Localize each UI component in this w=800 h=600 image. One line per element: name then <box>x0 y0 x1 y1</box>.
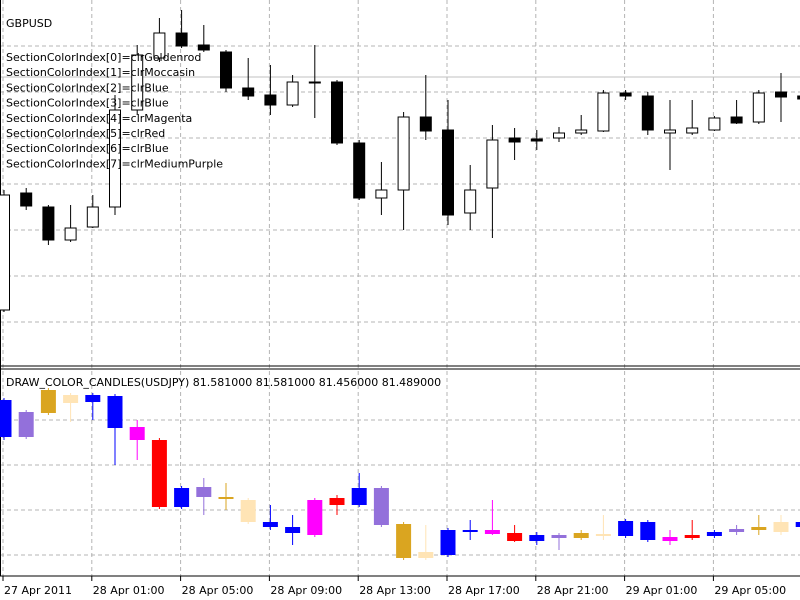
candle-body <box>220 51 232 89</box>
candle-body <box>575 129 588 134</box>
candle-body <box>529 535 545 541</box>
x-tick-label: 28 Apr 13:00 <box>359 584 431 597</box>
candle-body <box>464 189 477 214</box>
candle-body <box>218 497 234 499</box>
candle-body <box>573 533 589 538</box>
candle-body <box>40 390 56 413</box>
candle-body <box>373 488 389 525</box>
candle-body <box>85 395 101 402</box>
candle-body <box>242 87 255 97</box>
candle-body <box>706 532 722 536</box>
x-tick-label: 28 Apr 17:00 <box>448 584 520 597</box>
candle-body <box>175 32 188 47</box>
candle-body <box>331 81 343 144</box>
candle-body <box>285 527 301 533</box>
candle-body <box>752 92 765 123</box>
candle-body <box>486 139 499 189</box>
annotation: SectionColorIndex[6]=clrBlue <box>6 142 169 155</box>
candle-body <box>462 530 478 532</box>
candle-body <box>0 400 12 437</box>
candle-body <box>640 522 656 540</box>
x-tick-label: 28 Apr 21:00 <box>537 584 609 597</box>
candle-body <box>351 488 367 505</box>
candle-body <box>18 412 34 437</box>
candle-body <box>419 116 432 132</box>
candle-body <box>662 537 678 541</box>
candle-body <box>484 530 500 534</box>
candle-body <box>773 522 789 532</box>
candle-body <box>553 132 565 139</box>
candle-body <box>618 521 634 536</box>
candle-body <box>507 533 523 541</box>
x-tick-label: 28 Apr 01:00 <box>93 584 165 597</box>
candle-body <box>619 92 632 97</box>
candle-body <box>686 127 699 134</box>
candle-body <box>129 427 145 440</box>
candle-body <box>551 535 567 538</box>
annotation: SectionColorIndex[4]=clrMagenta <box>6 112 192 125</box>
annotation: SectionColorIndex[3]=clrBlue <box>6 97 169 110</box>
candle-body <box>664 129 676 134</box>
x-tick-label: 28 Apr 05:00 <box>182 584 254 597</box>
candle-body <box>197 44 210 51</box>
candle-body <box>440 530 456 555</box>
candle-body <box>64 227 77 241</box>
candle-body <box>597 92 610 132</box>
candle-body <box>42 206 55 241</box>
candle-body <box>86 206 99 228</box>
annotation: SectionColorIndex[0]=clrGoldenrod <box>6 51 201 64</box>
candle-body <box>508 137 521 143</box>
symbol-title: GBPUSD <box>6 17 52 30</box>
annotation: SectionColorIndex[2]=clrBlue <box>6 81 169 94</box>
candle-body <box>353 142 366 199</box>
candle-body <box>131 54 144 111</box>
candle-body <box>196 487 212 497</box>
candle-body <box>262 522 278 527</box>
candle-body <box>375 189 388 199</box>
candle-body <box>264 94 277 106</box>
candle-body <box>107 396 123 428</box>
candle-body <box>797 95 800 100</box>
candle-body <box>397 116 410 191</box>
candle-body <box>730 116 743 124</box>
candles <box>0 10 800 560</box>
candle-body <box>708 117 721 131</box>
candle-body <box>240 500 256 522</box>
candle-body <box>307 500 323 535</box>
annotation: SectionColorIndex[7]=clrMediumPurple <box>6 157 223 170</box>
candle-body <box>641 95 654 131</box>
candle-body <box>0 194 10 311</box>
candle-body <box>329 498 345 505</box>
candle-body <box>63 395 79 403</box>
candle-body <box>684 535 700 538</box>
annotation: SectionColorIndex[1]=clrMoccasin <box>6 66 195 79</box>
candle-body <box>151 440 167 507</box>
candle-body <box>308 81 321 84</box>
candle-body <box>729 529 745 532</box>
candle-body <box>775 91 787 98</box>
candle-body <box>109 109 121 208</box>
x-tick-label: 27 Apr 2011 <box>4 584 72 597</box>
candle-body <box>530 138 543 142</box>
x-tick-label: 29 Apr 05:00 <box>714 584 786 597</box>
candle-body <box>751 527 767 530</box>
annotation: SectionColorIndex[5]=clrRed <box>6 127 165 140</box>
indicator-title: DRAW_COLOR_CANDLES(USDJPY) 81.581000 81.… <box>6 376 441 389</box>
candle-body <box>153 32 166 59</box>
candle-body <box>442 129 454 216</box>
candle-body <box>795 522 800 527</box>
candle-body <box>418 552 434 558</box>
candle-body <box>595 534 611 536</box>
candle-body <box>396 524 412 558</box>
x-tick-label: 29 Apr 01:00 <box>626 584 698 597</box>
candle-body <box>20 192 33 207</box>
candle-body <box>286 81 299 106</box>
x-tick-label: 28 Apr 09:00 <box>270 584 342 597</box>
candle-body <box>174 488 190 507</box>
